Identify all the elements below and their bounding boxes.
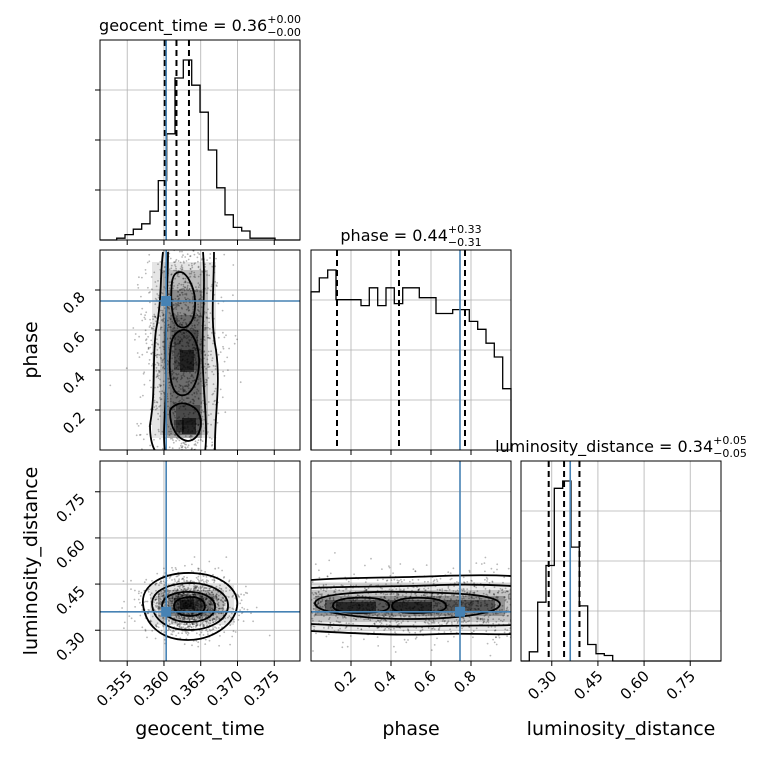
panel-frame-luminosity_distance-luminosity_distance (520, 460, 722, 662)
contour-2 (151, 582, 229, 631)
panel-frame-luminosity_distance-geocent_time (99, 460, 301, 662)
truth-marker-luminosity_distance-vs-geocent_time (161, 606, 172, 617)
histogram-luminosity_distance (521, 480, 721, 662)
y-tick-label-phase: 0.8 (59, 288, 89, 318)
contour-2 (311, 583, 511, 628)
x-tick-label-geocent_time: 0.370 (203, 667, 246, 710)
x-tick-label-geocent_time: 0.375 (240, 667, 283, 710)
x-tick-label-luminosity_distance: 0.60 (617, 667, 653, 703)
x-tick-label-luminosity_distance: 0.45 (570, 667, 606, 703)
x-tick-label-geocent_time: 0.355 (93, 667, 136, 710)
histogram-geocent_time (100, 59, 300, 241)
panel-title-minus-luminosity_distance: −0.05 (713, 447, 747, 460)
x-tick-label-luminosity_distance: 0.75 (663, 667, 699, 703)
y-axis-label-luminosity_distance: luminosity_distance (20, 467, 42, 656)
x-tick-label-phase: 0.4 (370, 667, 400, 697)
y-tick-label-luminosity_distance: 0.75 (52, 490, 88, 526)
contour-4 (173, 596, 206, 617)
truth-marker-phase-vs-geocent_time (161, 296, 172, 306)
y-tick-label-phase: 0.4 (59, 368, 89, 398)
x-axis-label-geocent_time: geocent_time (135, 718, 264, 740)
y-tick-label-luminosity_distance: 0.30 (52, 628, 88, 664)
truth-marker-luminosity_distance-vs-phase (455, 606, 465, 617)
panel-title-minus-phase: −0.31 (448, 236, 482, 249)
y-tick-label-luminosity_distance: 0.45 (52, 582, 88, 618)
panel-luminosity_distance-vs-phase-density (311, 552, 511, 657)
histogram-phase (310, 269, 512, 450)
y-axis-label-phase: phase (20, 321, 42, 378)
x-axis-label-luminosity_distance: luminosity_distance (527, 718, 716, 740)
x-tick-label-geocent_time: 0.360 (130, 667, 173, 710)
panel-luminosity_distance-vs-geocent_time-density (118, 556, 271, 648)
contour-5 (169, 402, 202, 442)
x-axis-label-phase: phase (382, 718, 439, 740)
x-tick-label-phase: 0.8 (450, 667, 480, 697)
contour-4 (168, 328, 200, 396)
panel-frame-phase-geocent_time (99, 249, 301, 451)
y-tick-label-luminosity_distance: 0.60 (52, 536, 88, 572)
panel-title-luminosity_distance: luminosity_distance = 0.34+0.05 (495, 434, 747, 457)
x-tick-label-geocent_time: 0.365 (166, 667, 209, 710)
contour-1 (311, 574, 511, 636)
x-tick-label-luminosity_distance: 0.30 (524, 667, 560, 703)
panel-title-minus-geocent_time: −0.00 (267, 26, 301, 39)
panel-phase-vs-geocent_time-density (109, 250, 242, 450)
contour-3 (170, 271, 196, 329)
contour-3 (314, 590, 501, 620)
panel-title-geocent_time: geocent_time = 0.36+0.00 (99, 13, 301, 36)
panel-title-phase: phase = 0.44+0.33 (340, 223, 481, 245)
panel-frame-luminosity_distance-phase (310, 460, 512, 662)
contour-3 (161, 591, 216, 623)
x-tick-label-phase: 0.6 (410, 667, 440, 697)
panel-frame-phase-phase (310, 249, 512, 451)
y-tick-label-phase: 0.2 (59, 408, 89, 438)
x-tick-label-phase: 0.2 (330, 667, 360, 697)
y-tick-label-phase: 0.6 (59, 328, 89, 358)
contour-1 (149, 251, 219, 450)
